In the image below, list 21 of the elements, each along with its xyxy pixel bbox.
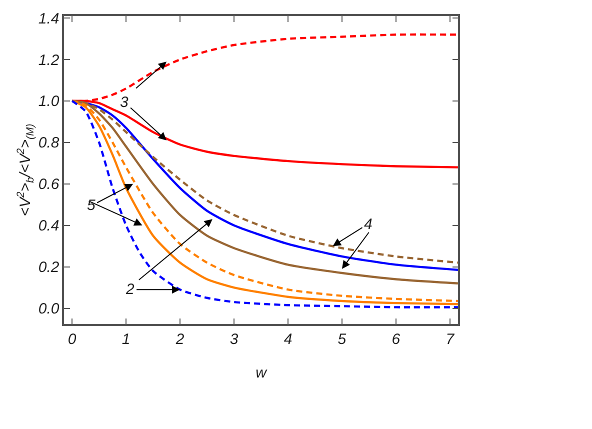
y-tick-label: 0.4	[38, 218, 60, 235]
x-tick-label: 3	[230, 330, 239, 348]
x-axis-title: w	[256, 364, 268, 382]
y-tick-label: 0.2	[38, 259, 60, 276]
x-tick-label: 0	[68, 330, 77, 348]
x-tick-label: 2	[174, 330, 185, 348]
annotation: 4	[364, 216, 372, 233]
y-tick-label: 1.2	[38, 52, 60, 69]
x-tick-label: 5	[338, 330, 347, 348]
x-tick-label: 6	[392, 330, 401, 348]
x-tick-label: 4	[284, 330, 292, 348]
annotation: 5	[87, 197, 96, 214]
y-tick-label: 1.4	[38, 10, 60, 28]
y-tick-label: 0.8	[38, 134, 60, 152]
y-tick-label: 1.0	[38, 93, 60, 110]
x-tick-label: 1	[122, 330, 130, 348]
x-tick-label: 7	[446, 330, 455, 348]
annotation: 3	[120, 94, 129, 111]
y-tick-label: 0.6	[38, 176, 60, 194]
annotation: 2	[125, 281, 135, 298]
y-tick-label: 0.0	[38, 300, 60, 318]
